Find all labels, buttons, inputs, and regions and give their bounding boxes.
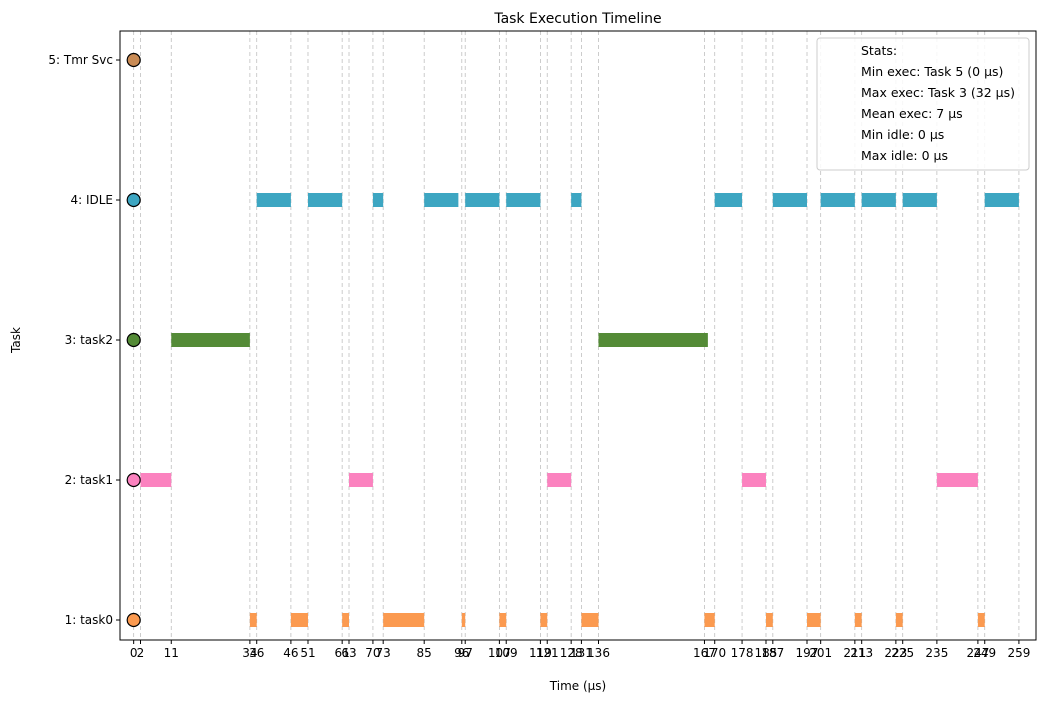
task-start-marker	[126, 332, 141, 348]
x-tick-label: 46	[283, 646, 298, 660]
task-start-marker	[126, 612, 141, 628]
execution-bar	[984, 193, 1019, 207]
x-tick-label: 185	[755, 646, 778, 660]
x-tick-label: 36	[249, 646, 264, 660]
x-tick-label: 167	[693, 646, 716, 660]
execution-bar	[598, 333, 708, 347]
x-tick-label: 187	[761, 646, 784, 660]
execution-bar	[704, 613, 715, 627]
x-tick-label: 128	[560, 646, 583, 660]
legend-line: Max exec: Task 3 (32 µs)	[861, 85, 1015, 100]
y-tick-label: 2: task1	[65, 473, 113, 487]
execution-bar	[342, 613, 349, 627]
execution-bar	[349, 473, 373, 487]
execution-bar	[256, 193, 291, 207]
x-tick-label: 119	[529, 646, 552, 660]
task-start-marker	[126, 472, 141, 488]
legend-line: Mean exec: 7 µs	[861, 106, 963, 121]
execution-bar	[290, 613, 308, 627]
task-start-marker	[126, 52, 141, 68]
execution-bar	[936, 473, 978, 487]
x-tick-label: 211	[843, 646, 866, 660]
x-tick-label: 178	[731, 646, 754, 660]
chart-title: Task Execution Timeline	[493, 11, 661, 27]
x-tick-label: 96	[454, 646, 469, 660]
execution-bar	[807, 613, 821, 627]
x-tick-label: 63	[341, 646, 356, 660]
x-tick-label: 201	[809, 646, 832, 660]
x-tick-label: 197	[796, 646, 819, 660]
execution-bar	[465, 193, 500, 207]
execution-bar	[742, 473, 766, 487]
execution-bar	[547, 473, 572, 487]
execution-bar	[854, 613, 862, 627]
execution-bar	[861, 193, 896, 207]
execution-bar	[581, 613, 599, 627]
x-tick-label: 235	[925, 646, 948, 660]
legend-box	[816, 37, 1030, 171]
x-tick-label: 136	[587, 646, 610, 660]
x-tick-label: 121	[536, 646, 559, 660]
x-tick-label: 109	[495, 646, 518, 660]
execution-bar	[977, 613, 985, 627]
plot-area	[126, 31, 1020, 640]
y-tick-label: 1: task0	[65, 613, 113, 627]
execution-bar	[571, 193, 582, 207]
x-tick-label: 213	[850, 646, 873, 660]
execution-bar	[249, 613, 257, 627]
stats-legend: Stats: Min exec: Task 5 (0 µs) Max exec: T…	[816, 37, 1030, 171]
execution-bar	[506, 193, 541, 207]
y-tick-label: 3: task2	[65, 333, 113, 347]
x-tick-label: 249	[973, 646, 996, 660]
execution-bar	[714, 193, 743, 207]
execution-bar	[540, 613, 548, 627]
x-tick-label: 225	[891, 646, 914, 660]
execution-bar	[499, 613, 507, 627]
x-tick-label: 73	[376, 646, 391, 660]
execution-bar	[461, 613, 466, 627]
x-tick-label: 259	[1007, 646, 1030, 660]
x-tick-label: 170	[703, 646, 726, 660]
x-tick-label: 247	[966, 646, 989, 660]
execution-bar	[820, 193, 855, 207]
x-tick-label: 107	[488, 646, 511, 660]
x-tick-label: 131	[570, 646, 593, 660]
x-tick-label: 223	[884, 646, 907, 660]
execution-bar	[902, 193, 937, 207]
execution-bar	[307, 193, 343, 207]
execution-bar	[171, 333, 250, 347]
execution-bar	[140, 473, 172, 487]
x-tick-label: 61	[335, 646, 350, 660]
execution-bar	[772, 193, 807, 207]
x-tick-label: 51	[300, 646, 315, 660]
x-tick-label: 85	[417, 646, 432, 660]
x-tick-label: 97	[458, 646, 473, 660]
x-axis-label: Time (µs)	[549, 679, 606, 693]
x-tick-label: 2	[137, 646, 145, 660]
execution-bar	[383, 613, 425, 627]
execution-bar	[895, 613, 903, 627]
x-tick-label: 0	[130, 646, 138, 660]
execution-bar	[765, 613, 773, 627]
plot-frame	[119, 30, 1037, 641]
x-tick-label: 34	[242, 646, 257, 660]
y-axis-label: Task	[9, 327, 23, 354]
task-start-marker	[126, 192, 141, 208]
legend-line: Min idle: 0 µs	[861, 127, 944, 142]
legend-line: Min exec: Task 5 (0 µs)	[861, 64, 1003, 79]
execution-bar	[372, 193, 384, 207]
x-tick-label: 11	[164, 646, 179, 660]
execution-bar	[424, 193, 459, 207]
y-tick-label: 4: IDLE	[70, 193, 113, 207]
legend-line: Stats:	[861, 43, 897, 58]
legend-line: Max idle: 0 µs	[861, 148, 948, 163]
x-tick-label: 70	[365, 646, 380, 660]
y-tick-label: 5: Tmr Svc	[48, 53, 113, 67]
